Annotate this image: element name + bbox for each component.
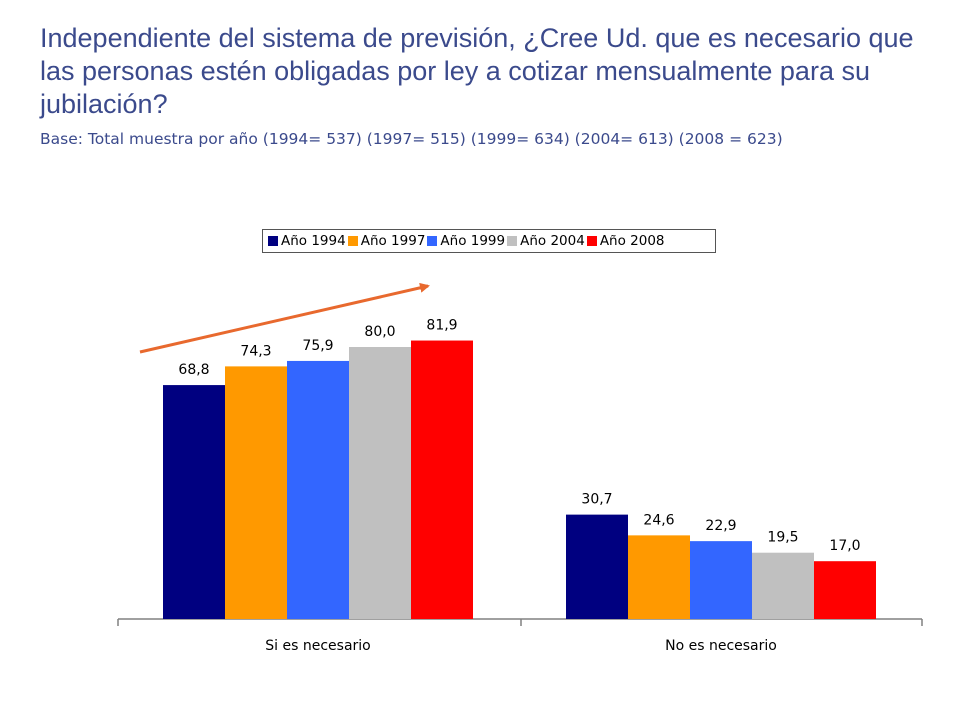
bar-value-label: 68,8 — [178, 362, 209, 378]
bar-value-label: 74,3 — [240, 343, 271, 359]
legend-swatch — [586, 236, 597, 246]
bar — [566, 514, 628, 619]
bar-value-label: 22,9 — [705, 518, 736, 534]
legend-label: Año 2008 — [599, 233, 665, 249]
chart-legend: Año 1994 Año 1997 Año 1999 Año 2004 Año 2008 — [262, 229, 716, 253]
bar — [163, 385, 225, 619]
bar-value-label: 30,7 — [581, 492, 612, 508]
bar-value-label: 19,5 — [767, 530, 798, 546]
category-label: Si es necesario — [265, 638, 370, 654]
legend-item: Año 2008 — [586, 233, 665, 249]
legend-label: Año 1994 — [281, 233, 346, 249]
chart-title: Independiente del sistema de previsión, … — [40, 23, 914, 119]
legend-swatch — [427, 236, 438, 246]
legend-swatch — [268, 236, 278, 246]
bar — [752, 552, 814, 619]
bar — [225, 366, 287, 619]
legend-item: Año 1999 — [427, 233, 505, 249]
bar-value-label: 24,6 — [643, 512, 674, 528]
bar — [814, 561, 876, 619]
bar — [287, 360, 349, 619]
category-label: No es necesario — [665, 638, 777, 654]
legend-label: Año 1999 — [440, 233, 506, 249]
trend-arrow — [139, 282, 430, 354]
bar-value-label: 81,9 — [426, 318, 457, 334]
bar — [411, 340, 473, 619]
bar-value-label: 75,9 — [302, 338, 333, 354]
chart-subtitle: Base: Total muestra por año (1994= 537) … — [40, 130, 783, 148]
bar-value-label: 80,0 — [364, 324, 395, 340]
legend-item: Año 2004 — [507, 233, 585, 249]
bar — [349, 347, 411, 619]
bar-value-label: 17,0 — [829, 538, 860, 554]
legend-label: Año 1997 — [360, 233, 426, 249]
bar — [690, 541, 752, 619]
legend-swatch — [507, 236, 518, 246]
legend-item: Año 1994 — [268, 233, 346, 249]
legend-item: Año 1997 — [347, 233, 426, 249]
legend-swatch — [347, 236, 358, 246]
bar — [628, 535, 690, 619]
legend-label: Año 2004 — [520, 233, 585, 249]
